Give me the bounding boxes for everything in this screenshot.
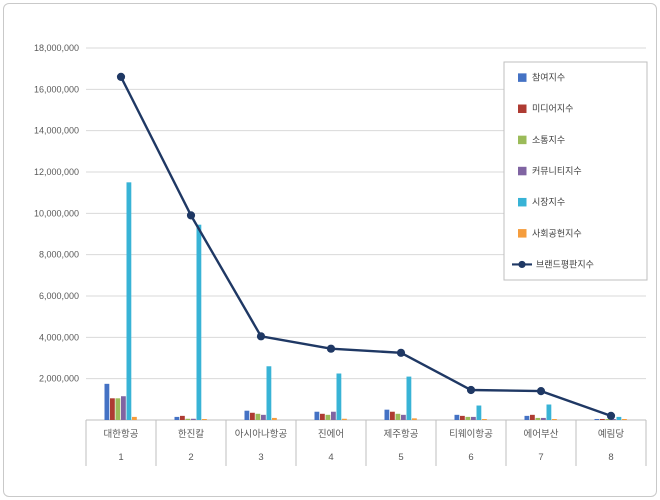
bar-커뮤니티지수 [261, 414, 266, 420]
x-axis-category-label: 대한항공 [104, 429, 139, 440]
bar-시장지수 [336, 373, 342, 420]
bar-사회공헌지수 [412, 418, 417, 420]
bar-미디어지수 [110, 398, 115, 420]
legend-swatch-시장지수 [518, 197, 527, 207]
bar-소통지수 [115, 398, 121, 420]
bar-미디어지수 [390, 411, 395, 420]
bar-시장지수 [266, 366, 272, 420]
x-axis-rank-label: 5 [398, 452, 403, 463]
bar-소통지수 [465, 416, 471, 420]
bar-미디어지수 [600, 418, 605, 420]
bar-커뮤니티지수 [471, 416, 476, 420]
bar-사회공헌지수 [342, 418, 347, 420]
legend-label: 브랜드평판지수 [536, 259, 594, 269]
bar-미디어지수 [250, 412, 255, 420]
bar-소통지수 [185, 418, 191, 420]
bar-사회공헌지수 [482, 419, 487, 420]
marker-브랜드평판지수 [466, 385, 476, 395]
bar-커뮤니티지수 [401, 414, 406, 420]
bar-시장지수 [196, 224, 202, 420]
x-axis-rank-label: 4 [328, 452, 333, 463]
marker-브랜드평판지수 [256, 332, 266, 341]
marker-브랜드평판지수 [116, 72, 126, 81]
bar-소통지수 [605, 419, 611, 420]
bar-사회공헌지수 [202, 419, 207, 420]
bar-시장지수 [406, 376, 412, 420]
bar-사회공헌지수 [272, 417, 277, 420]
x-axis-rank-label: 8 [608, 452, 613, 463]
legend-label: 미디어지수 [532, 104, 573, 114]
x-axis-rank-label: 2 [188, 452, 193, 463]
y-axis-tick-label: 2,000,000 [39, 374, 79, 384]
bar-소통지수 [255, 413, 261, 420]
x-axis-rank-label: 6 [468, 452, 473, 463]
y-axis-tick-label: 4,000,000 [39, 332, 79, 342]
bar-사회공헌지수 [132, 416, 137, 420]
x-axis-rank-label: 1 [118, 452, 123, 463]
y-axis-tick-label: 8,000,000 [39, 250, 79, 260]
legend-label: 소통지수 [532, 135, 565, 145]
bar-커뮤니티지수 [611, 419, 616, 420]
legend-label: 참여지수 [532, 72, 565, 83]
marker-브랜드평판지수 [186, 211, 196, 220]
bar-참여지수 [314, 411, 320, 420]
bar-소통지수 [325, 414, 331, 420]
bar-참여지수 [384, 409, 390, 420]
bar-시장지수 [476, 405, 482, 420]
y-axis-tick-label: 18,000,000 [34, 43, 79, 53]
legend-box [503, 61, 648, 281]
y-axis-tick-label: 16,000,000 [34, 84, 79, 94]
x-axis-category-label: 티웨이항공 [449, 428, 493, 440]
bar-미디어지수 [460, 415, 465, 420]
bar-소통지수 [395, 413, 401, 420]
y-axis-tick-label: 10,000,000 [34, 208, 79, 218]
x-axis-rank-label: 3 [258, 452, 263, 463]
legend-label: 커뮤니티지수 [532, 166, 582, 176]
x-axis-category-label: 에어부산 [524, 429, 559, 440]
legend-swatch-참여지수 [518, 73, 527, 82]
bar-시장지수 [616, 416, 622, 420]
y-axis-tick-label: 14,000,000 [34, 126, 79, 136]
legend-label: 사회공헌지수 [532, 228, 582, 238]
legend-marker-브랜드평판지수 [518, 260, 526, 269]
bar-사회공헌지수 [622, 419, 627, 420]
bar-참여지수 [454, 414, 460, 420]
bar-커뮤니티지수 [121, 396, 126, 420]
bar-참여지수 [524, 415, 530, 420]
y-axis-tick-label: 12,000,000 [34, 167, 79, 177]
legend-swatch-소통지수 [518, 135, 527, 145]
line-브랜드평판지수 [119, 76, 612, 418]
bar-사회공헌지수 [552, 419, 557, 420]
marker-브랜드평판지수 [606, 411, 616, 420]
x-axis-category-label: 진에어 [318, 429, 344, 440]
legend-label: 시장지수 [532, 197, 565, 207]
bar-참여지수 [174, 416, 180, 420]
x-axis-rank-label: 7 [538, 452, 543, 463]
bar-참여지수 [104, 383, 110, 420]
bar-미디어지수 [180, 415, 185, 420]
bar-참여지수 [244, 410, 250, 420]
marker-브랜드평판지수 [536, 387, 546, 396]
legend-swatch-사회공헌지수 [518, 229, 527, 238]
bar-시장지수 [546, 404, 552, 420]
bar-미디어지수 [320, 413, 325, 420]
x-axis-category-label: 아시아나항공 [235, 429, 288, 440]
bar-소통지수 [535, 417, 541, 420]
legend-swatch-커뮤니티지수 [518, 166, 527, 176]
bar-커뮤니티지수 [541, 417, 546, 420]
marker-브랜드평판지수 [326, 344, 336, 353]
x-axis-category-label: 예림당 [598, 428, 624, 440]
x-axis-category-label: 제주항공 [384, 429, 419, 440]
brand-reputation-chart: 2,000,000 4,000,000 6,000,000 8,000,000 10,0… [34, 43, 648, 466]
bar-커뮤니티지수 [331, 411, 336, 420]
bar-커뮤니티지수 [191, 418, 196, 420]
bar-미디어지수 [530, 414, 535, 420]
y-axis-tick-label: 6,000,000 [39, 291, 79, 301]
bar-참여지수 [594, 418, 600, 420]
legend-swatch-미디어지수 [518, 104, 527, 114]
marker-브랜드평판지수 [396, 348, 406, 357]
chart-frame: 2,000,000 4,000,000 6,000,000 8,000,000 10,0… [3, 3, 657, 497]
bar-시장지수 [126, 182, 132, 420]
x-axis-category-label: 한진칼 [178, 429, 204, 440]
